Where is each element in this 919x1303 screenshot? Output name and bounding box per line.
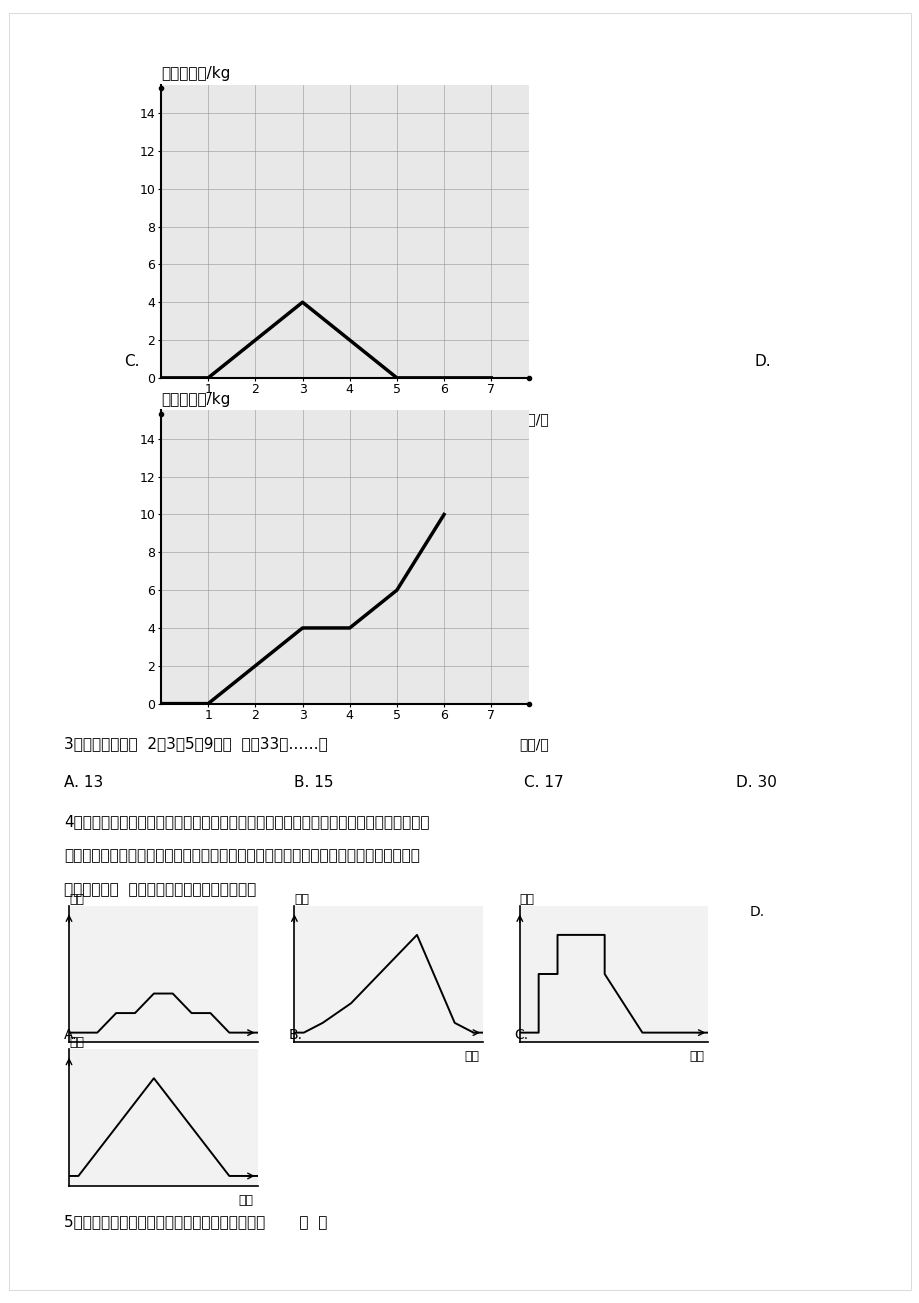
Text: 家，等乙扫完地后，他们去找丙；刚上五楼就遇到抱着篮球的丙，于是三人立即一起下楼: 家，等乙扫完地后，他们去找丙；刚上五楼就遇到抱着篮球的丙，于是三人立即一起下楼 <box>64 848 420 864</box>
Text: B. 15: B. 15 <box>294 775 334 791</box>
Text: A.: A. <box>63 1028 77 1042</box>
Text: C.: C. <box>514 1028 528 1042</box>
Text: 时间/时: 时间/时 <box>519 412 549 426</box>
Text: 时间: 时间 <box>239 1194 254 1207</box>
Text: 采茶叶数量/kg: 采茶叶数量/kg <box>161 65 230 81</box>
Text: B.: B. <box>289 1028 302 1042</box>
Text: 4．甲、乙、丙住同一个单元，甲家在一楼，乙家在三楼，丙住五楼。昨天下午，甲先到乙: 4．甲、乙、丙住同一个单元，甲家在一楼，乙家在三楼，丙住五楼。昨天下午，甲先到乙 <box>64 814 429 830</box>
Text: D.: D. <box>754 353 770 369</box>
Text: 楼层: 楼层 <box>69 893 84 906</box>
Text: C. 17: C. 17 <box>524 775 563 791</box>
Text: C.: C. <box>124 353 140 369</box>
Text: A. 13: A. 13 <box>64 775 104 791</box>
Text: 3．按规律填数：  2，3，5，9，（  ），33，……；: 3．按规律填数： 2，3，5，9，（ ），33，……； <box>64 736 328 752</box>
Text: 时间: 时间 <box>239 1050 254 1063</box>
Text: D. 30: D. 30 <box>735 775 776 791</box>
Text: 时间: 时间 <box>464 1050 479 1063</box>
Text: 5．根据图中的信息，第六个图案所对应的式子是       （  ）: 5．根据图中的信息，第六个图案所对应的式子是 （ ） <box>64 1214 327 1230</box>
Text: 楼层: 楼层 <box>294 893 309 906</box>
Text: 时间/时: 时间/时 <box>519 737 549 752</box>
Text: 楼层: 楼层 <box>69 1036 84 1049</box>
Text: 去玩。下面（  ）比较准确地描述了甲的活动。: 去玩。下面（ ）比较准确地描述了甲的活动。 <box>64 882 256 898</box>
Text: 时间: 时间 <box>689 1050 704 1063</box>
Text: D.: D. <box>749 904 764 919</box>
Text: 楼层: 楼层 <box>519 893 534 906</box>
Text: 采茶叶数量/kg: 采茶叶数量/kg <box>161 391 230 407</box>
